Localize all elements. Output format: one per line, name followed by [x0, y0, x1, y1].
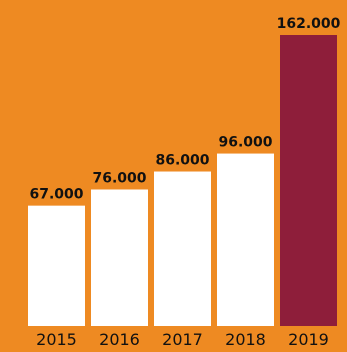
- category-label-2016: 2016: [99, 330, 140, 349]
- value-label-2017: 86.000: [155, 153, 209, 169]
- bar-2015: [28, 205, 85, 326]
- value-label-2016: 76.000: [92, 170, 146, 186]
- bar-2019: [280, 35, 337, 326]
- value-label-2019: 162.000: [277, 16, 341, 32]
- category-label-2017: 2017: [162, 330, 203, 349]
- bar-2017: [154, 171, 211, 326]
- bar-2018: [217, 153, 274, 326]
- category-label-2015: 2015: [36, 330, 77, 349]
- value-label-2018: 96.000: [218, 135, 272, 151]
- bar-2016: [91, 189, 148, 326]
- category-label-2019: 2019: [288, 330, 329, 349]
- value-label-2015: 67.000: [29, 187, 83, 203]
- category-label-2018: 2018: [225, 330, 266, 349]
